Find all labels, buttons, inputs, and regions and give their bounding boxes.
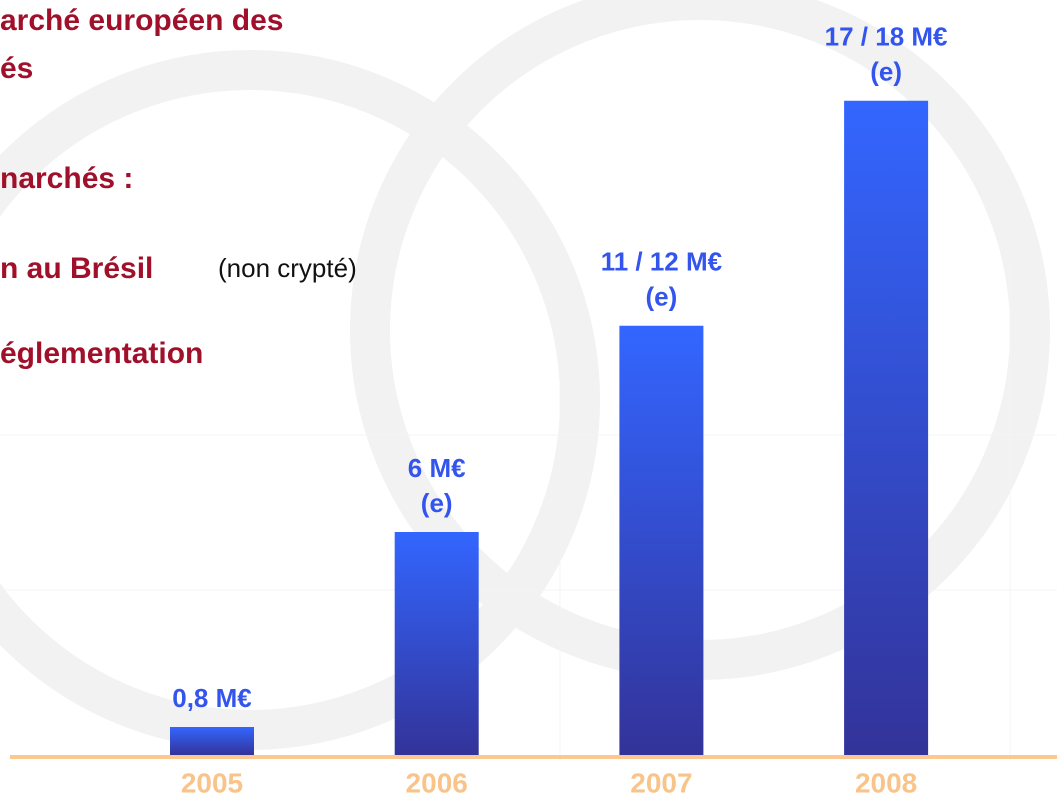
x-tick-label: 2006 xyxy=(406,767,468,798)
value-label: (e) xyxy=(646,282,678,312)
value-label: (e) xyxy=(421,488,453,518)
value-label: 11 / 12 M€ xyxy=(601,247,722,277)
annotation: (non crypté) xyxy=(218,253,357,283)
x-tick-label: 2005 xyxy=(181,767,243,798)
annotation: n au Brésil xyxy=(0,252,153,285)
annotation: narchés : xyxy=(0,162,133,195)
value-label: (e) xyxy=(870,57,902,87)
annotation: és xyxy=(0,52,33,85)
bar xyxy=(619,325,704,755)
value-label: 6 M€ xyxy=(408,453,466,483)
bar xyxy=(170,727,254,755)
value-label: 0,8 M€ xyxy=(172,683,252,713)
annotation: églementation xyxy=(0,337,203,370)
bar xyxy=(844,100,929,755)
bar xyxy=(394,532,479,755)
x-tick-label: 2007 xyxy=(630,767,692,798)
x-tick-label: 2008 xyxy=(855,767,917,798)
value-label: 17 / 18 M€ xyxy=(825,22,948,52)
annotation: arché européen des xyxy=(0,4,283,37)
